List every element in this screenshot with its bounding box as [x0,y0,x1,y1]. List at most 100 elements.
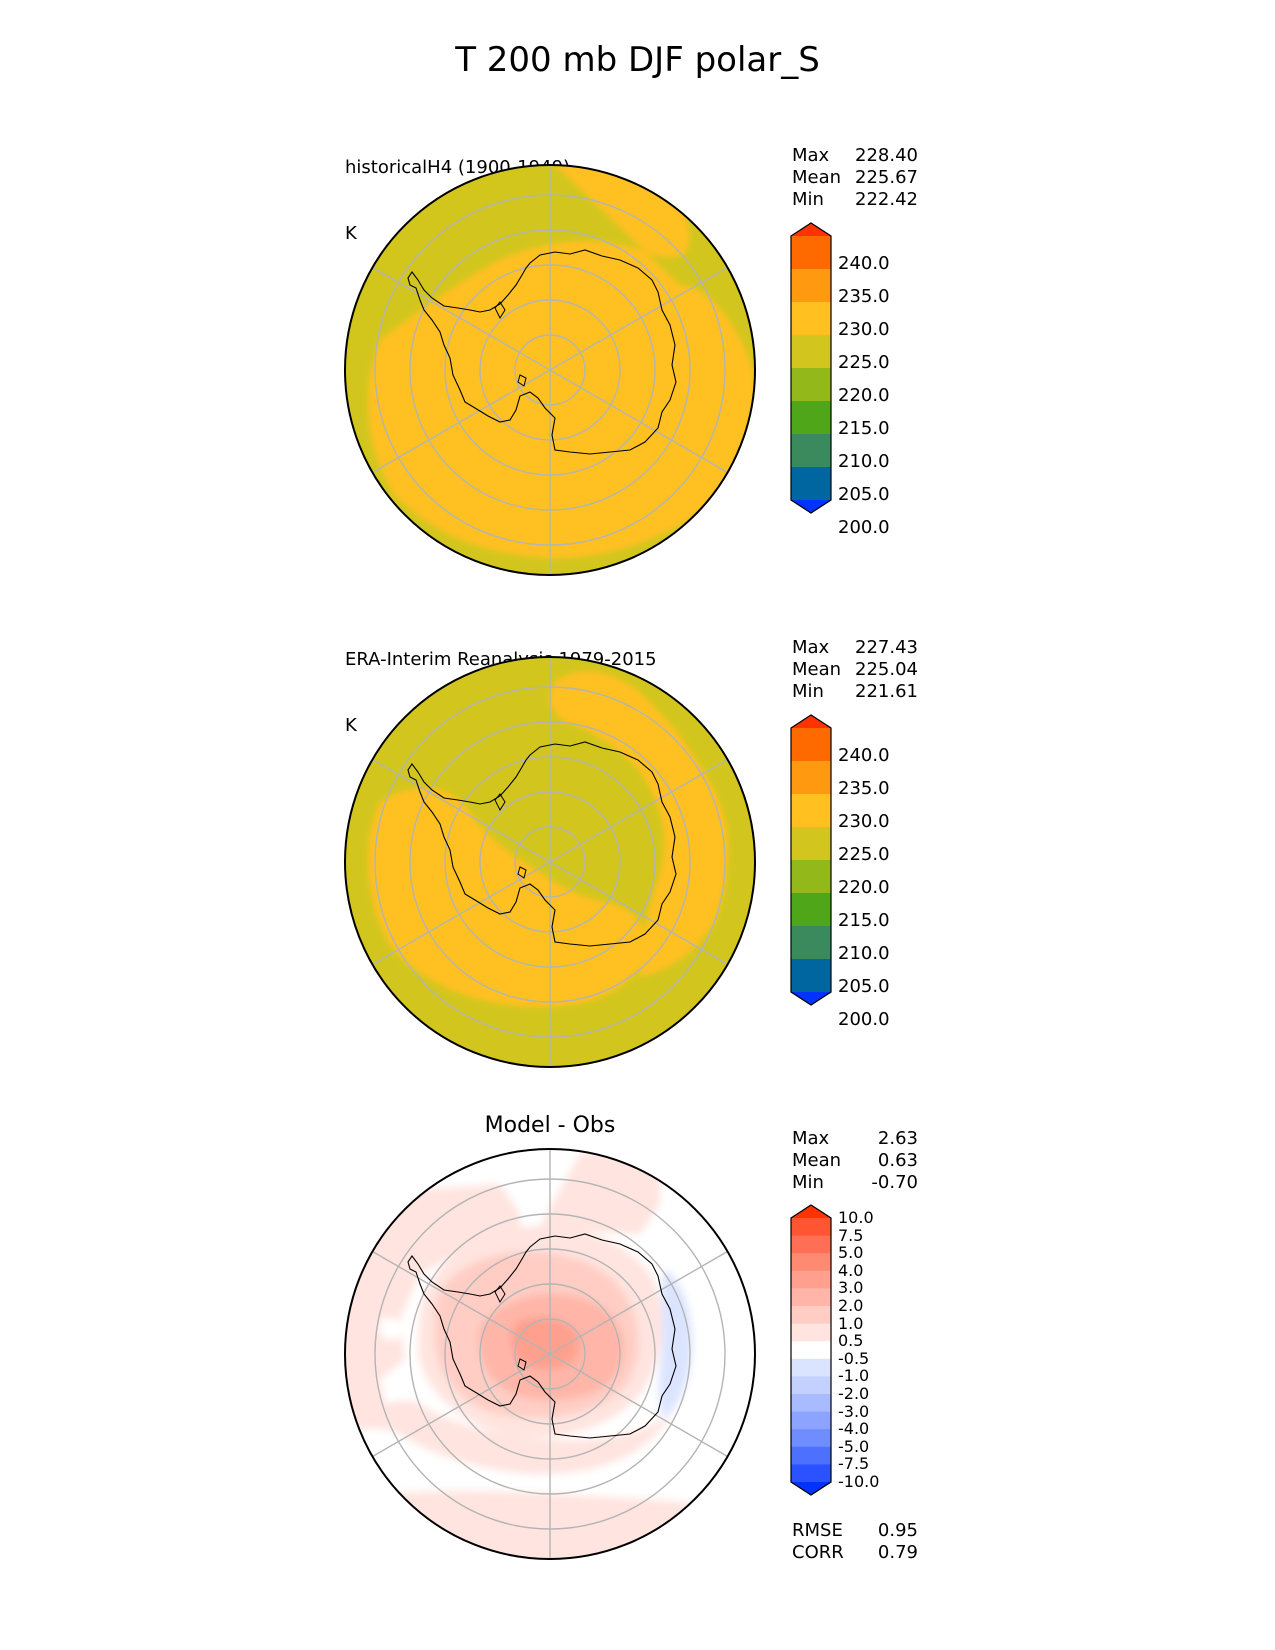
panel3-corr-value: 0.79 [877,1542,918,1563]
panel2-polar-map [344,656,756,1068]
panel3-colorbar-tick-label: -10.0 [838,1472,880,1491]
panel3-colorbar-tick-label: 2.0 [838,1296,864,1315]
panel3-rmse-name: RMSE [792,1520,843,1541]
panel2-colorbar-tick-label: 240.0 [838,745,890,766]
panel3-stat-min-name: Min [792,1172,824,1193]
panel3-colorbar-swatch [791,1482,831,1495]
panel1-stat-mean-value: 225.67 [855,167,918,188]
panel3-corr-name: CORR [792,1542,844,1563]
panel2-stat-max-name: Max [792,637,830,658]
panel2-antarctica-coastline [407,741,677,947]
panel1-antarctica-coastline [407,249,677,455]
panel1-stat-max-name: Max [792,145,830,166]
panel3-colorbar-swatch [791,1205,831,1218]
panel3-colorbar-swatch [791,1429,831,1448]
panel2-colorbar-tick-label: 215.0 [838,910,890,931]
panel1-colorbar [790,222,832,514]
panel3-colorbar-tick-label: 0.5 [838,1331,864,1351]
panel1-stat-min-name: Min [792,189,824,210]
panel2-colorbar-swatch [791,761,831,795]
panel3-colorbar-tick-label: -5.0 [838,1436,870,1456]
panel2-colorbar-tick-label: 225.0 [838,844,890,865]
panel1-colorbar-tick-label: 220.0 [838,385,890,406]
panel3-stat-mean-value: 0.63 [877,1150,918,1171]
panel3-colorbar-tick-label: -2.0 [838,1384,870,1403]
panel2-graticule [372,657,728,1067]
panel3-colorbar-tick-label: -0.5 [838,1348,870,1368]
panel3-stat-max-value: 2.63 [877,1128,918,1149]
panel1-colorbar-swatch [791,401,831,435]
panel1-colorbar-swatch [791,302,831,336]
panel2-colorbar-swatch [791,893,831,927]
panel3-polar-map [344,1148,756,1560]
panel3-colorbar-swatch [791,1323,831,1342]
panel3-stat-mean-name: Mean [792,1150,842,1171]
panel3-stat-max-name: Max [792,1128,830,1149]
panel1-colorbar-swatch [791,500,831,513]
panel3-title: Model - Obs [484,1113,616,1138]
panel2-colorbar-swatch [791,728,831,762]
panel1-colorbar-tick-label: 230.0 [838,319,890,340]
panel3-field-0.5-1-northwest [345,1149,660,1424]
panel2-colorbar-tick-label: 230.0 [838,811,890,832]
panel3-colorbar-tick-label: 3.0 [838,1278,864,1298]
panel3-colorbar-swatch [791,1253,831,1272]
panel3-colorbar-swatch [791,1306,831,1325]
panel1-polar-map [344,164,756,576]
panel3-stat-min-value: -0.70 [871,1172,918,1193]
panel1-colorbar-swatch [791,368,831,402]
panel2-stat-min-name: Min [792,681,824,702]
panel1-colorbar-tick-label: 225.0 [838,352,890,373]
panel3-colorbar-swatch [791,1341,831,1360]
panel1-map-boundary [344,164,756,576]
panel1-colorbar-swatch [791,335,831,369]
panel3-colorbar-swatch [791,1411,831,1430]
panel2-stat-max-value: 227.43 [855,637,918,658]
panel3-colorbar-swatch [791,1235,831,1254]
panel2-stats: Max 227.43 Mean 225.04 Min 221.61 [792,637,918,703]
panel3-colorbar-tick-label: 5.0 [838,1243,864,1263]
panel1-colorbar-swatch [791,434,831,468]
panel1-colorbar-tick-label: 205.0 [838,484,890,505]
panel2-stat-mean-value: 225.04 [855,659,918,680]
panel3-colorbar-swatch [791,1394,831,1413]
panel2-colorbar-swatch [791,827,831,861]
panel2-stat-min-value: 221.61 [855,681,918,702]
panel3-colorbar-tick-label: -1.0 [838,1366,870,1386]
panel3-stats: Max 2.63 Mean 0.63 Min -0.70 [792,1128,918,1194]
panel1-colorbar-swatch [791,236,831,270]
panel1-colorbar-swatch [791,467,831,501]
panel2-colorbar-swatch [791,926,831,960]
panel3-colorbar-tick-label: 1.0 [838,1313,864,1333]
panel2-colorbar-tick-label: 220.0 [838,877,890,898]
panel3-colorbar-tick-label: -4.0 [838,1419,870,1439]
panel3-colorbar-tick-label: -7.5 [838,1454,870,1474]
panel2-field-225-230-west [368,788,646,1007]
panel2-colorbar-tick-label: 210.0 [838,943,890,964]
panel2-colorbar-tick-label: 235.0 [838,778,890,799]
panel1-colorbar-tick-label: 215.0 [838,418,890,439]
panel3-map-boundary [344,1148,756,1560]
figure-title: T 200 mb DJF polar_S [455,40,820,80]
panel2-colorbar-swatch [791,860,831,894]
panel3-graticule [372,1149,728,1559]
panel1-colorbar-swatch [791,269,831,303]
panel1-colorbar-swatch [791,223,831,236]
panel3-colorbar-swatch [791,1218,831,1237]
panel2-map-boundary [344,656,756,1068]
panel2-colorbar-swatch [791,959,831,993]
panel1-colorbar-tick-label: 200.0 [838,517,890,538]
panel3-field-minus-0.5-minus-1 [658,1269,693,1419]
panel1-colorbar-tick-label: 235.0 [838,286,890,307]
panel3-colorbar-tick-label: 4.0 [838,1260,864,1280]
panel2-colorbar [790,714,832,1006]
panel3-colorbar-swatch [791,1358,831,1377]
panel1-graticule [372,165,728,575]
panel2-colorbar-swatch [791,992,831,1005]
panel3-colorbar-swatch [791,1446,831,1465]
panel1-stat-mean-name: Mean [792,167,842,188]
panel1-stat-max-value: 228.40 [855,145,918,166]
panel1-colorbar-tick-label: 210.0 [838,451,890,472]
panel3-colorbar-tick-label: 7.5 [838,1225,864,1245]
panel3-colorbar-swatch [791,1464,831,1483]
